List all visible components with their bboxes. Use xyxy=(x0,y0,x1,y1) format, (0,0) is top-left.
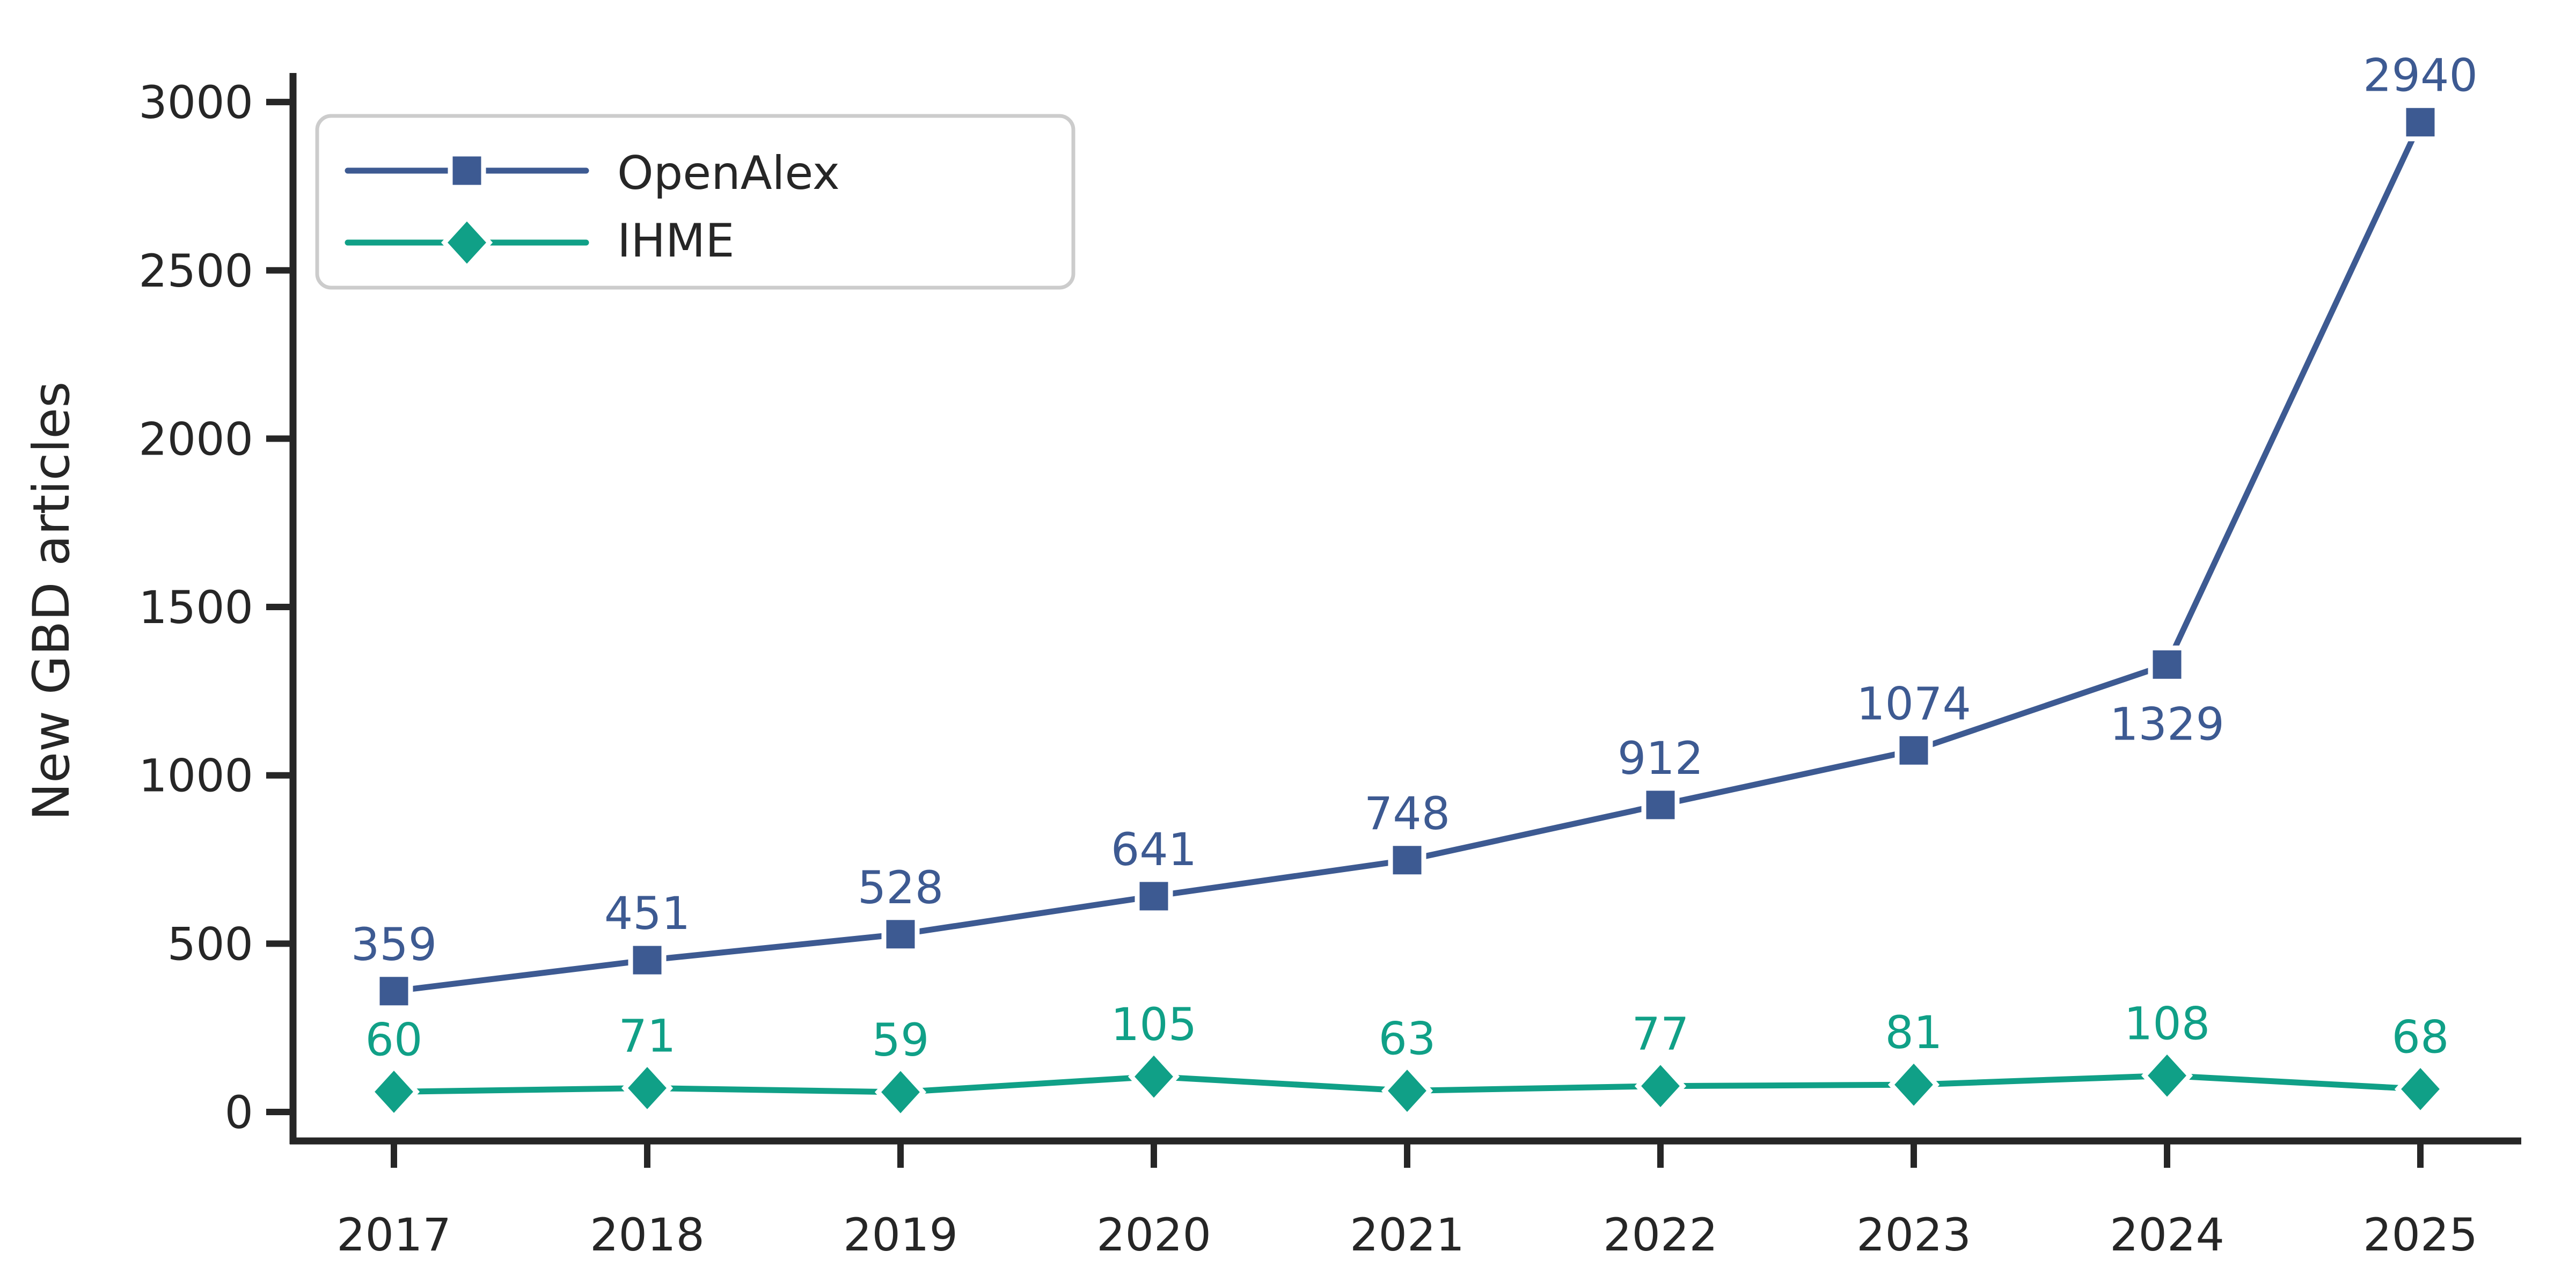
x-tick-label-2021: 2021 xyxy=(1350,1209,1465,1261)
ihme-point-2025 xyxy=(2394,1060,2447,1118)
x-axis-ticks: 2017 2018 2019 2020 2021 2022 2023 2024 2025 xyxy=(336,1141,2478,1261)
y-tick-label-1000: 1000 xyxy=(138,750,253,802)
openalex-value-label-2024: 1329 xyxy=(2110,698,2224,750)
marker-layer xyxy=(368,103,2447,1121)
y-tick-label-0: 0 xyxy=(225,1086,253,1139)
openalex-point-2025 xyxy=(2401,103,2440,142)
openalex-point-2017 xyxy=(375,972,413,1011)
x-tick-label-2023: 2023 xyxy=(1856,1209,1971,1261)
x-tick-label-2017: 2017 xyxy=(336,1209,451,1261)
openalex-value-label-2025: 2940 xyxy=(2363,49,2478,102)
openalex-value-label-2017: 359 xyxy=(351,918,437,971)
ihme-value-label-2019: 59 xyxy=(872,1014,930,1066)
ihme-point-2019 xyxy=(874,1064,927,1121)
ihme-value-label-2018: 71 xyxy=(619,1009,676,1062)
openalex-value-label-2021: 748 xyxy=(1364,787,1450,840)
ihme-value-label-2023: 81 xyxy=(1885,1006,1943,1059)
x-tick-label-2020: 2020 xyxy=(1096,1209,1211,1261)
openalex-value-label-2018: 451 xyxy=(604,887,690,940)
y-tick-label-2000: 2000 xyxy=(138,413,253,465)
ihme-point-2022 xyxy=(1634,1058,1687,1115)
openalex-point-2019 xyxy=(881,915,920,954)
openalex-point-2023 xyxy=(1894,731,1933,770)
y-axis-ticks: 0 500 1000 1500 2000 2500 3000 xyxy=(138,76,293,1139)
legend-label-openalex: OpenAlex xyxy=(617,147,840,200)
ihme-value-label-2022: 77 xyxy=(1632,1008,1689,1060)
ihme-point-2018 xyxy=(621,1059,674,1117)
x-tick-label-2019: 2019 xyxy=(843,1209,958,1261)
openalex-value-label-2023: 1074 xyxy=(1856,677,1971,730)
ihme-value-label-2020: 105 xyxy=(1111,998,1197,1051)
x-tick-label-2018: 2018 xyxy=(590,1209,705,1261)
openalex-point-2024 xyxy=(2148,645,2186,684)
openalex-point-2021 xyxy=(1388,841,1426,880)
ihme-value-label-2024: 108 xyxy=(2124,997,2210,1050)
openalex-point-2022 xyxy=(1641,786,1680,824)
y-tick-label-500: 500 xyxy=(167,918,253,970)
x-tick-label-2022: 2022 xyxy=(1603,1209,1718,1261)
ihme-point-2021 xyxy=(1381,1062,1433,1119)
ihme-point-2017 xyxy=(368,1063,420,1121)
y-tick-label-3000: 3000 xyxy=(138,76,253,129)
ihme-value-label-2025: 68 xyxy=(2392,1011,2449,1063)
openalex-value-label-2020: 641 xyxy=(1111,823,1197,876)
y-axis-title: New GBD articles xyxy=(23,382,81,821)
y-tick-label-2500: 2500 xyxy=(138,245,253,297)
legend-label-ihme: IHME xyxy=(617,214,735,268)
ihme-point-2020 xyxy=(1128,1048,1180,1105)
ihme-legend-marker xyxy=(441,214,493,271)
openalex-value-label-2022: 912 xyxy=(1618,732,1703,785)
ihme-value-label-2021: 63 xyxy=(1379,1012,1436,1065)
ihme-point-2024 xyxy=(2141,1047,2193,1104)
openalex-legend-marker xyxy=(448,151,486,190)
openalex-value-label-2019: 528 xyxy=(858,861,943,914)
value-label-layer: 359 451 528 641 748 912 1074 1329 2940 60 71 59 105 6… xyxy=(351,49,2478,1066)
ihme-value-label-2017: 60 xyxy=(365,1013,423,1066)
legend-sample-ihme xyxy=(345,214,589,271)
legend-sample-openalex xyxy=(345,151,589,190)
openalex-point-2020 xyxy=(1135,877,1173,916)
y-tick-label-1500: 1500 xyxy=(138,581,253,634)
x-tick-label-2025: 2025 xyxy=(2363,1209,2478,1261)
legend: OpenAlex IHME xyxy=(315,114,1075,290)
openalex-point-2018 xyxy=(628,941,667,979)
x-tick-label-2024: 2024 xyxy=(2110,1209,2224,1261)
ihme-point-2023 xyxy=(1887,1056,1940,1113)
